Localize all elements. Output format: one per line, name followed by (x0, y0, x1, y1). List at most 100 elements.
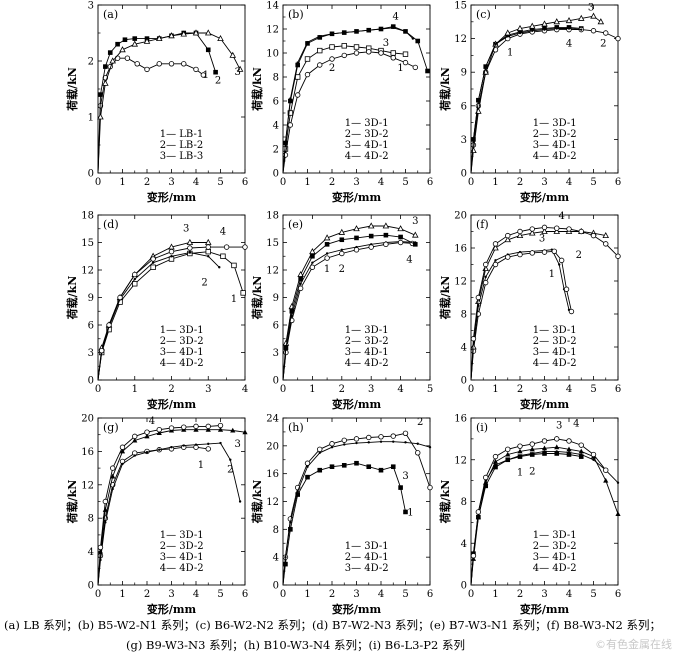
x-tick-label: 1 (309, 384, 315, 395)
data-point (288, 527, 293, 532)
data-point (541, 227, 548, 234)
data-point (240, 290, 246, 296)
data-point (428, 446, 432, 449)
x-tick-label: 2 (329, 177, 335, 188)
data-point (558, 257, 565, 264)
x-tick-label: 4 (378, 177, 384, 188)
data-point (289, 308, 295, 314)
data-point (205, 426, 211, 432)
legend-entry: 2— 3D-2 (533, 541, 577, 552)
x-tick-label: 6 (427, 589, 433, 600)
data-point (412, 64, 418, 71)
legend-entry: 1— 3D-1 (345, 325, 389, 336)
data-point (517, 443, 523, 449)
y-tick-label: 2 (88, 57, 94, 68)
data-point (470, 336, 477, 342)
data-point (133, 454, 136, 457)
curve-label: 2 (339, 264, 345, 275)
y-tick-label: 6 (461, 101, 467, 112)
data-point (367, 29, 370, 32)
data-point (133, 277, 136, 281)
data-point (323, 234, 331, 241)
data-point (242, 429, 248, 435)
curve-label: 3 (402, 471, 408, 482)
y-tick-label: 3 (88, 348, 94, 359)
x-tick-label: 0 (280, 177, 286, 188)
curve-label: 2 (201, 278, 207, 289)
y-tick-label: 12 (81, 480, 94, 491)
y-tick-label: 8 (461, 497, 467, 508)
data-point (378, 50, 384, 56)
data-point (143, 37, 151, 44)
data-point (603, 241, 609, 247)
data-point (170, 446, 173, 449)
x-tick-label: 2 (517, 177, 523, 188)
legend-entry: 4— 4D-2 (345, 151, 389, 162)
data-point (340, 248, 343, 252)
data-point (492, 241, 499, 247)
y-tick-label: 20 (266, 441, 279, 452)
data-point (566, 438, 572, 444)
y-tick-label: 12 (454, 277, 467, 288)
data-point (309, 248, 316, 255)
data-point (318, 35, 321, 38)
x-tick-label: 4 (566, 384, 572, 395)
data-point (483, 483, 488, 489)
y-axis-label: 荷载/kN (65, 276, 79, 321)
data-point (156, 430, 162, 436)
x-tick-label: 1 (304, 589, 310, 600)
x-tick-label: 4 (566, 589, 572, 600)
x-tick-label: 2 (517, 384, 523, 395)
data-point (597, 18, 605, 25)
data-point (353, 247, 360, 253)
data-point (517, 228, 523, 235)
data-point (343, 443, 346, 446)
y-tick-label: 0 (461, 581, 467, 592)
data-point (354, 235, 359, 241)
data-point (398, 234, 403, 240)
legend-entry: 1— LB-1 (160, 129, 203, 140)
data-point (615, 35, 621, 42)
data-point (568, 308, 575, 315)
x-tick-label: 3 (168, 177, 174, 188)
series-4D-1 (282, 430, 433, 586)
data-point (98, 92, 103, 97)
data-point (555, 27, 558, 30)
x-tick-label: 0 (95, 384, 101, 395)
data-point (98, 347, 105, 354)
y-tick-label: 9 (273, 293, 279, 304)
data-point (317, 467, 323, 473)
watermark: ©有色金属在线 (595, 638, 672, 651)
panel-label: (c) (476, 8, 491, 21)
data-point (516, 231, 524, 239)
legend-entry: 4— 4D-2 (345, 358, 389, 369)
legend-entry: 1— 3D-1 (160, 325, 204, 336)
data-point (132, 36, 138, 41)
y-tick-label: 20 (454, 211, 467, 222)
data-point (483, 474, 489, 481)
y-tick-label: 12 (266, 25, 279, 36)
data-point (416, 442, 419, 445)
data-point (132, 433, 138, 440)
legend-entry: 3— LB-3 (160, 151, 203, 162)
x-axis-label: 变形/mm (520, 190, 570, 204)
data-point (150, 256, 156, 262)
data-point (304, 56, 311, 62)
data-point (299, 282, 302, 285)
series-4D-2 (97, 422, 224, 586)
data-point (193, 426, 199, 432)
data-point (397, 239, 404, 246)
data-point (218, 266, 221, 269)
y-tick-label: 8 (273, 73, 279, 84)
curve-label: 4 (393, 11, 399, 22)
data-point (554, 225, 560, 231)
legend-entry: 3— 4D-1 (160, 552, 204, 563)
data-point (529, 446, 535, 452)
y-tick-label: 16 (266, 469, 279, 480)
x-tick-label: 5 (217, 177, 223, 188)
data-point (551, 248, 557, 254)
data-point (151, 261, 155, 264)
legend-entry: 1— 3D-1 (160, 530, 204, 541)
data-point (402, 430, 409, 437)
curve-label: 3 (234, 439, 240, 450)
